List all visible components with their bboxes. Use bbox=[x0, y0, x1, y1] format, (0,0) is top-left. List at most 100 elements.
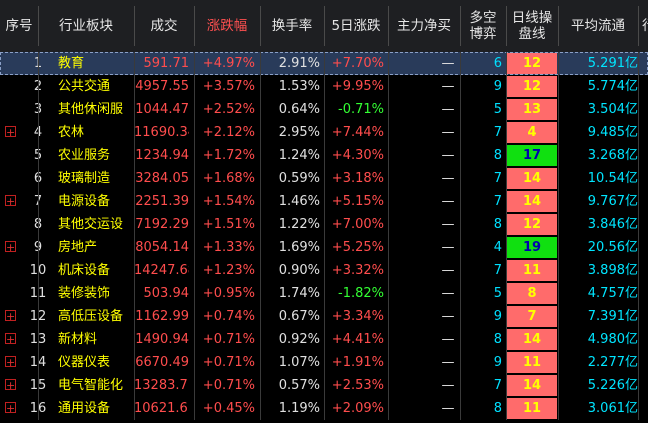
row-volume: 13283.71 bbox=[134, 378, 189, 393]
column-divider bbox=[558, 52, 559, 420]
header-daily-line[interactable]: 日线操 盘线 bbox=[511, 10, 553, 42]
row-change: +1.72% bbox=[202, 148, 255, 163]
table-row[interactable]: +13新材料 1490.94 +0.71% 0.92% +4.41% — 8 4.980亿 14 bbox=[0, 328, 648, 351]
expand-plus-icon[interactable]: + bbox=[5, 356, 16, 369]
row-sector-name: 机床设备 bbox=[58, 263, 111, 278]
header-sector[interactable]: 行业板块 bbox=[59, 18, 113, 34]
expand-plus-icon[interactable]: + bbox=[5, 379, 16, 392]
row-5day-change: +4.30% bbox=[331, 148, 384, 163]
row-change: +0.95% bbox=[202, 286, 255, 301]
header-more[interactable]: 行 bbox=[638, 0, 648, 52]
row-daily-line-badge: 11 bbox=[507, 352, 557, 373]
row-sector-name: 新材料 bbox=[58, 332, 98, 347]
row-index: 10 bbox=[20, 259, 56, 282]
expand-plus-icon[interactable]: + bbox=[5, 241, 16, 254]
expand-plus-icon[interactable]: + bbox=[5, 402, 16, 415]
row-change: +1.23% bbox=[202, 263, 255, 278]
row-main-net-buy: — bbox=[441, 148, 455, 163]
expand-plus-icon[interactable]: + bbox=[5, 195, 16, 208]
row-daily-line-badge: 17 bbox=[507, 145, 557, 166]
row-5day-change: +2.09% bbox=[331, 401, 384, 416]
table-row[interactable]: +14仪器仪表 6670.49 +0.71% 1.07% +1.91% — 9 2.277亿 1… bbox=[0, 351, 648, 374]
row-volume: 4957.55 bbox=[135, 79, 189, 94]
row-main-net-buy: — bbox=[441, 79, 455, 94]
row-main-net-buy: — bbox=[441, 194, 455, 209]
row-avg-float: 5.291亿 bbox=[587, 56, 638, 71]
expand-plus-icon[interactable]: + bbox=[5, 333, 16, 346]
row-avg-float: 3.846亿 bbox=[587, 217, 638, 232]
table-header: 序号 行业板块 成交 涨跌幅 换手率 5日涨跌 主力净买 多空 博弈 日线操 盘… bbox=[0, 0, 648, 52]
row-turnover: 2.95% bbox=[278, 125, 320, 140]
row-5day-change: -1.82% bbox=[338, 286, 384, 301]
row-bull-bear: 9 bbox=[493, 79, 502, 94]
row-main-net-buy: — bbox=[441, 263, 455, 278]
row-bull-bear: 5 bbox=[493, 102, 502, 117]
row-daily-line-badge: 14 bbox=[507, 329, 557, 350]
header-index[interactable]: 序号 bbox=[5, 18, 33, 34]
header-main-net-buy[interactable]: 主力净买 bbox=[397, 18, 451, 34]
header-change[interactable]: 涨跌幅 bbox=[206, 18, 248, 34]
row-5day-change: +3.18% bbox=[331, 171, 384, 186]
row-daily-line-badge: 13 bbox=[507, 99, 557, 120]
row-change: +1.68% bbox=[202, 171, 255, 186]
table-row[interactable]: +16通用设备 10621.61 +0.45% 1.19% +2.09% — 8 3.061亿… bbox=[0, 397, 648, 420]
row-main-net-buy: — bbox=[441, 217, 455, 232]
row-volume: 14247.68 bbox=[134, 263, 189, 278]
expand-plus-icon[interactable]: + bbox=[5, 126, 16, 139]
header-volume[interactable]: 成交 bbox=[150, 18, 178, 34]
row-daily-line-badge: 12 bbox=[507, 53, 557, 74]
row-5day-change: +7.70% bbox=[331, 56, 384, 71]
row-avg-float: 10.54亿 bbox=[587, 171, 638, 186]
header-turnover[interactable]: 换手率 bbox=[271, 18, 313, 34]
header-avg-float[interactable]: 平均流通 bbox=[571, 18, 625, 34]
row-index: 15 bbox=[20, 374, 56, 397]
column-divider bbox=[506, 52, 507, 420]
header-bull-bear[interactable]: 多空 博弈 bbox=[469, 10, 497, 42]
row-turnover: 0.57% bbox=[278, 378, 320, 393]
row-5day-change: +5.15% bbox=[331, 194, 384, 209]
row-turnover: 1.19% bbox=[278, 401, 320, 416]
row-turnover: 0.59% bbox=[278, 171, 320, 186]
row-change: +1.33% bbox=[202, 240, 255, 255]
row-volume: 6670.49 bbox=[135, 355, 189, 370]
expand-plus-icon[interactable]: + bbox=[5, 310, 16, 323]
row-bull-bear: 8 bbox=[493, 401, 502, 416]
row-turnover: 1.74% bbox=[278, 286, 320, 301]
row-turnover: 1.53% bbox=[278, 79, 320, 94]
table-row[interactable]: 10机床设备 14247.68 +1.23% 0.90% +3.32% — 7 3.898亿 1… bbox=[0, 259, 648, 282]
row-turnover: 2.91% bbox=[278, 56, 320, 71]
column-divider bbox=[324, 52, 325, 420]
row-volume: 10621.61 bbox=[134, 401, 189, 416]
row-avg-float: 3.504亿 bbox=[587, 102, 638, 117]
row-avg-float: 3.061亿 bbox=[587, 401, 638, 416]
row-avg-float: 5.226亿 bbox=[587, 378, 638, 393]
header-5day-change[interactable]: 5日涨跌 bbox=[331, 18, 381, 34]
row-avg-float: 7.391亿 bbox=[587, 309, 638, 324]
column-divider bbox=[388, 52, 389, 420]
row-5day-change: +1.91% bbox=[331, 355, 384, 370]
row-main-net-buy: — bbox=[441, 56, 455, 71]
row-turnover: 1.07% bbox=[278, 355, 320, 370]
row-change: +3.57% bbox=[202, 79, 255, 94]
row-change: +1.51% bbox=[202, 217, 255, 232]
row-main-net-buy: — bbox=[441, 378, 455, 393]
row-bull-bear: 4 bbox=[493, 240, 502, 255]
row-main-net-buy: — bbox=[441, 332, 455, 347]
row-volume: 2251.39 bbox=[135, 194, 189, 209]
table-row[interactable]: +15电气智能化 13283.71 +0.71% 0.57% +2.53% — 7 5.226… bbox=[0, 374, 648, 397]
row-daily-line-badge: 14 bbox=[507, 375, 557, 396]
row-turnover: 1.69% bbox=[278, 240, 320, 255]
row-volume: 591.71 bbox=[143, 56, 190, 71]
row-avg-float: 20.56亿 bbox=[587, 240, 638, 255]
table-row[interactable]: +12高低压设备 1162.99 +0.74% 0.67% +3.34% — 9 7.391亿… bbox=[0, 305, 648, 328]
row-volume: 7192.29 bbox=[135, 217, 189, 232]
row-bull-bear: 8 bbox=[493, 332, 502, 347]
